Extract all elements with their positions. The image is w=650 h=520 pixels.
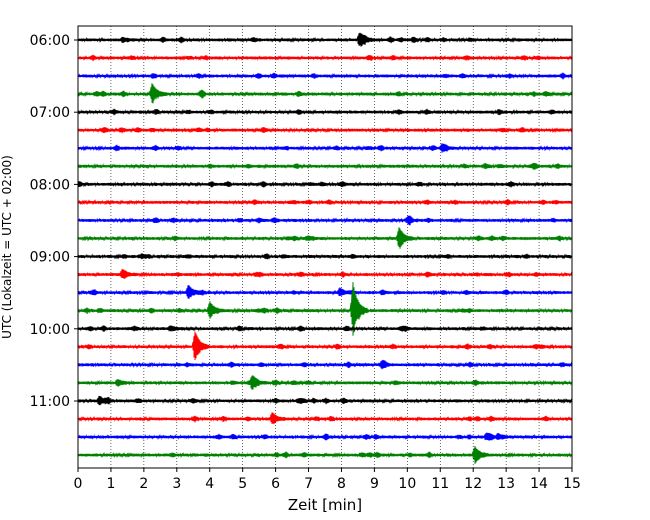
trace-1015 <box>77 331 573 361</box>
x-tick-label: 15 <box>563 476 581 492</box>
trace-1000 <box>77 325 573 332</box>
trace-0700 <box>77 108 573 116</box>
x-tick-label: 2 <box>139 476 148 492</box>
x-tick-label: 5 <box>238 476 247 492</box>
trace-0815 <box>77 199 573 206</box>
x-tick-label: 8 <box>337 476 346 492</box>
y-tick-label: 09:00 <box>30 250 70 266</box>
plot-frame <box>77 25 573 469</box>
trace-0615 <box>77 54 573 62</box>
x-axis: 0 1 2 3 4 5 6 7 8 9 10 11 12 13 14 15 <box>74 468 581 492</box>
trace-0645 <box>77 83 573 104</box>
y-tick-label: 07:00 <box>30 105 70 121</box>
trace-group <box>77 32 573 464</box>
trace-1100 <box>77 395 573 406</box>
trace-0730 <box>77 143 573 153</box>
x-tick-label: 4 <box>205 476 214 492</box>
trace-0800 <box>77 180 573 188</box>
trace-0630 <box>77 72 573 80</box>
y-axis-label: UTC (Lokalzeit = UTC + 02:00) <box>0 155 14 339</box>
trace-0845 <box>77 227 573 249</box>
x-tick-label: 13 <box>497 476 515 492</box>
trace-0745 <box>77 162 573 170</box>
trace-1130 <box>77 432 573 441</box>
y-tick-label: 11:00 <box>30 394 70 410</box>
x-axis-label: Zeit [min] <box>288 496 362 514</box>
x-tick-label: 12 <box>464 476 482 492</box>
x-tick-label: 6 <box>271 476 280 492</box>
trace-1115 <box>77 412 573 425</box>
x-tick-label: 7 <box>304 476 313 492</box>
y-axis: 06:00 07:00 08:00 09:00 10:00 11:00 <box>30 33 78 410</box>
trace-0600 <box>77 32 573 47</box>
trace-0830 <box>77 215 573 226</box>
x-tick-label: 1 <box>106 476 115 492</box>
y-tick-label: 10:00 <box>30 322 70 338</box>
y-tick-label: 06:00 <box>30 33 70 49</box>
trace-0900 <box>77 253 573 260</box>
trace-1045 <box>77 375 573 390</box>
trace-0915 <box>77 269 573 279</box>
trace-0930 <box>77 285 573 299</box>
x-tick-label: 9 <box>370 476 379 492</box>
x-tick-label: 3 <box>172 476 181 492</box>
trace-1145 <box>77 445 573 464</box>
x-tick-label: 10 <box>398 476 416 492</box>
trace-0945 <box>77 282 573 336</box>
x-tick-label: 0 <box>74 476 83 492</box>
x-tick-label: 11 <box>431 476 449 492</box>
x-tick-label: 14 <box>530 476 548 492</box>
y-tick-label: 08:00 <box>30 177 70 193</box>
trace-1030 <box>77 359 573 370</box>
trace-0715 <box>77 127 573 134</box>
